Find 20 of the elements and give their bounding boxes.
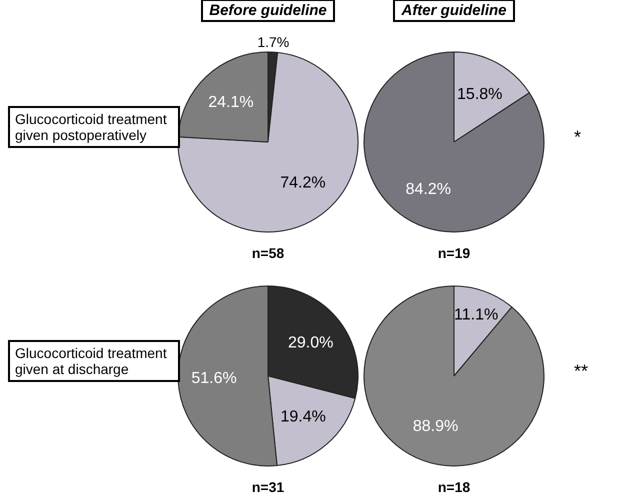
chart-title: Before guideline: [201, 0, 335, 22]
chart-title: After guideline: [393, 0, 514, 22]
data-label: 84.2%: [406, 180, 451, 198]
data-label: 11.1%: [454, 306, 498, 324]
text: n=19: [436, 245, 472, 261]
text: Glucocorticoid treatment given at discharge: [8, 340, 180, 382]
data-label: 1.7%: [257, 34, 290, 50]
data-label: 74.2%: [280, 174, 326, 192]
data-label: 88.9%: [412, 418, 458, 436]
data-label: 29.0%: [288, 334, 334, 352]
text: Glucocorticoid treatment given postoperatively: [8, 106, 180, 148]
data-label: 24.1%: [208, 94, 254, 112]
text: *: [574, 127, 582, 148]
text: n=58: [250, 245, 286, 261]
text: **: [574, 361, 588, 382]
data-label: 15.8%: [457, 86, 502, 103]
text: n=31: [250, 479, 286, 495]
data-label: 51.6%: [191, 370, 237, 388]
data-label: 19.4%: [280, 408, 326, 426]
text: n=18: [436, 479, 472, 495]
